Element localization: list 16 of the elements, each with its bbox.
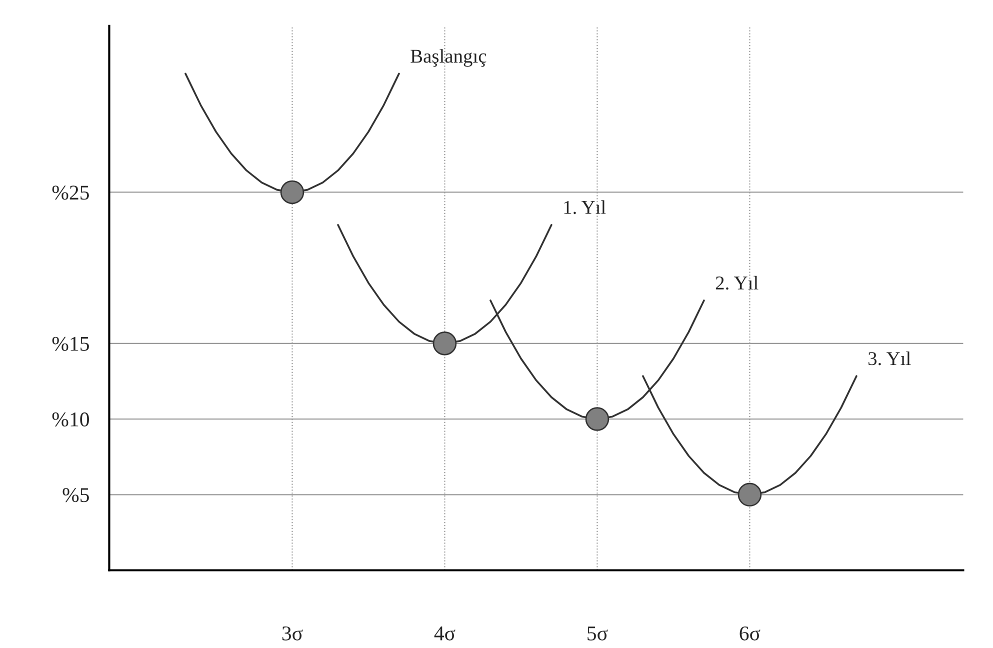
series-label: 3. Yıl [868,351,911,366]
y-tick-label: %10 [52,412,89,427]
y-tick-label: %5 [62,488,89,502]
x-tick-label: 4σ [434,626,456,640]
point [280,180,304,204]
series-label: Başlangıç [410,49,486,67]
x-tick-label: 5σ [588,626,608,640]
point [432,332,457,356]
y-tick-label: %15 [52,336,89,351]
x-tick-label: 3σ [282,626,303,640]
y-tick-label: %25 [52,186,89,200]
series-label: 1. Yıl [564,200,606,214]
series-label: 2. Yıl [716,276,758,290]
point [738,482,762,507]
point [585,407,610,431]
x-tick-label: 6σ [740,626,760,640]
